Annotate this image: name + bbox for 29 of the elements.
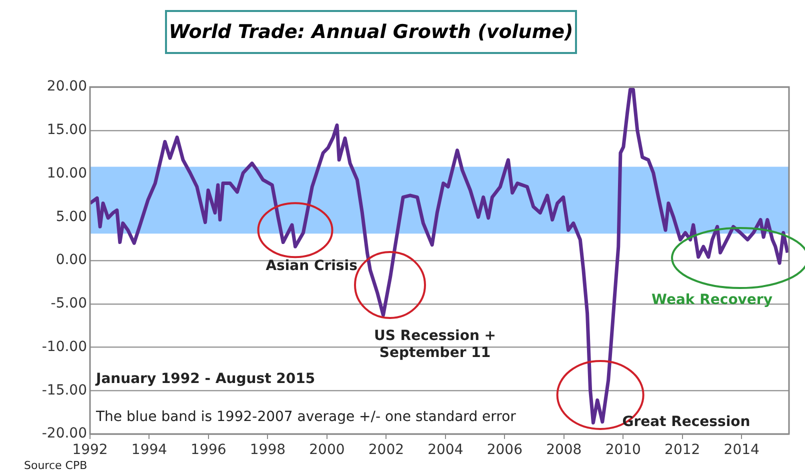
x-tick-label: 2006: [486, 442, 523, 458]
y-tick-label: -20.00: [42, 426, 87, 442]
x-tick-label: 2000: [309, 442, 345, 458]
y-tick-label: 15.00: [46, 122, 87, 138]
y-tick-label: -5.00: [50, 296, 87, 312]
y-tick-label: -15.00: [42, 382, 87, 398]
x-tick-label: 1996: [190, 442, 226, 458]
x-tick-label: 2012: [664, 442, 700, 458]
y-tick-label: 20.00: [46, 78, 87, 95]
annotation: Weak Recovery: [652, 292, 772, 308]
x-tick-label: 2010: [605, 442, 641, 458]
y-tick-label: -10.00: [42, 338, 87, 355]
annotation: January 1992 - August 2015: [95, 371, 316, 387]
source-note: Source CPB: [24, 459, 88, 472]
annotation: The blue band is 1992-2007 average +/- one standard error: [95, 409, 516, 425]
annotation: US Recession + September 11: [374, 328, 496, 361]
x-tick-label: 1994: [131, 442, 168, 458]
x-tick-label: 2002: [368, 442, 404, 458]
y-tick-label: 0.00: [56, 252, 87, 268]
x-tick-label: 1992: [72, 442, 108, 458]
x-tick-label: 2008: [546, 442, 582, 458]
x-tick-label: 2004: [428, 442, 464, 458]
y-tick-label: 10.00: [46, 165, 87, 182]
y-tick-label: 5.00: [56, 208, 87, 225]
chart-title: World Trade: Annual Growth (volume): [165, 10, 577, 54]
x-tick-label: 1998: [250, 442, 286, 458]
x-tick-label: 2014: [724, 442, 760, 458]
annotation: Great Recession: [622, 414, 750, 430]
annotation: Asian Crisis: [266, 258, 358, 274]
